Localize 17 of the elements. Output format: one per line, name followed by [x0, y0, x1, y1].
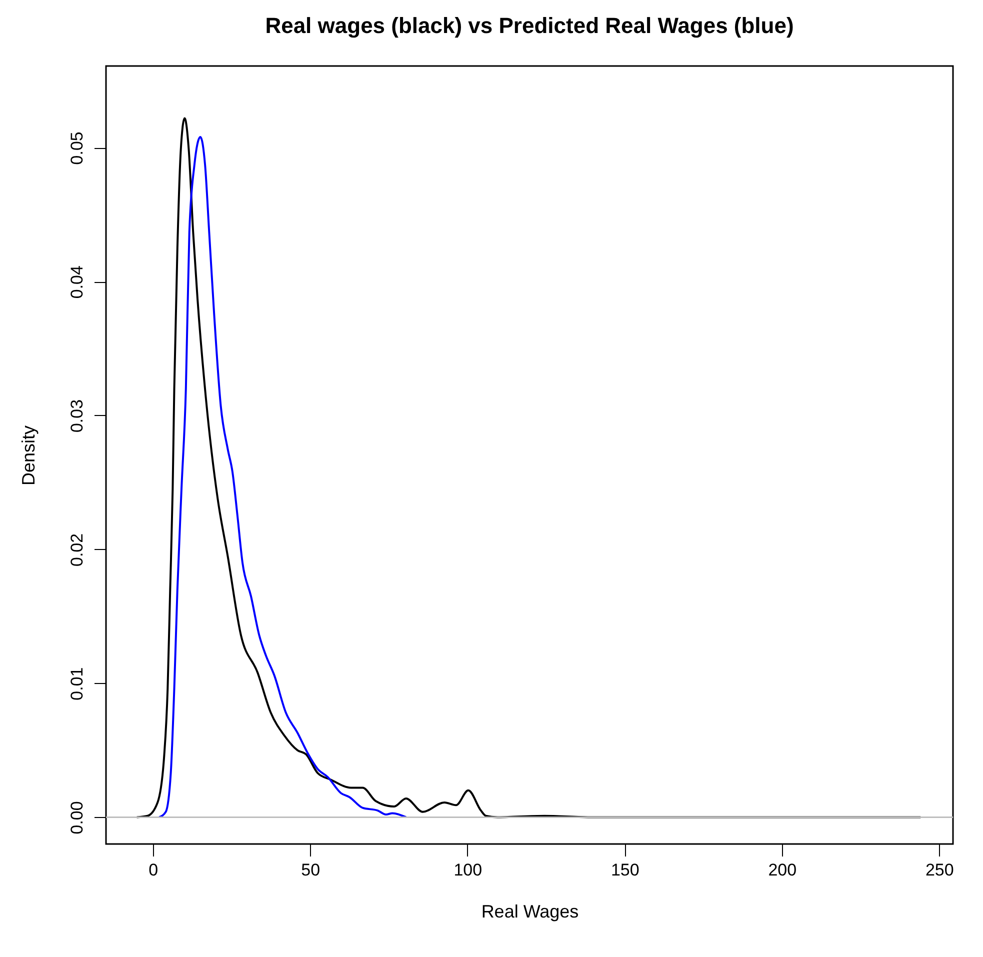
line-series	[158, 136, 408, 818]
x-tick-label: 250	[925, 860, 954, 880]
y-axis-title: Density	[18, 425, 38, 486]
y-tick-label: 0.05	[68, 132, 86, 165]
x-axis-title: Real Wages	[481, 902, 579, 922]
y-tick-label: 0.02	[68, 533, 86, 566]
y-tick-label: 0.01	[68, 667, 86, 700]
chart-title: Real wages (black) vs Predicted Real Wages (blue)	[265, 13, 794, 38]
x-tick-label: 100	[454, 860, 482, 880]
x-tick-label: 50	[301, 860, 320, 880]
line-series	[136, 117, 922, 818]
y-tick-label: 0.03	[68, 399, 86, 433]
y-tick-label: 0.04	[68, 266, 86, 299]
x-tick-label: 200	[768, 860, 797, 880]
x-tick-label: 150	[610, 860, 640, 880]
x-tick-label: 0	[148, 860, 158, 880]
y-tick-label: 0.00	[68, 801, 86, 834]
